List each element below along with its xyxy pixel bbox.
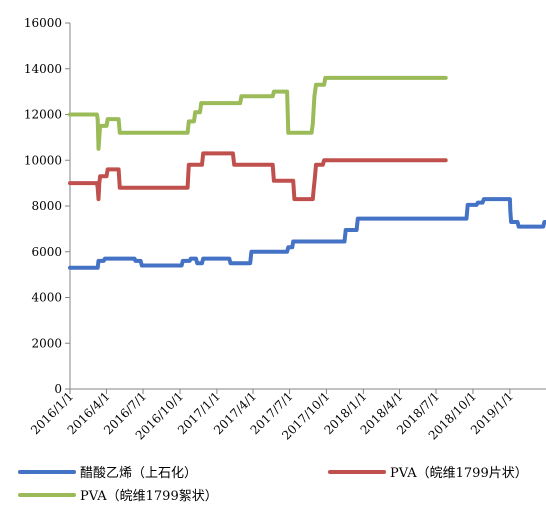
legend-label-pva-floc: PVA（皖维1799絮状） bbox=[80, 489, 218, 504]
y-tick-label: 6000 bbox=[31, 245, 62, 259]
legend-item-pva-flake: PVA（皖维1799片状） bbox=[328, 462, 528, 481]
legend: 醋酸乙烯（上石化） PVA（皖维1799片状） PVA（皖维1799絮状） bbox=[0, 452, 546, 506]
series-lines bbox=[68, 75, 546, 270]
line-chart: 0200040006000800010000120001400016000201… bbox=[24, 16, 546, 443]
y-tick-label: 4000 bbox=[31, 291, 62, 305]
y-tick-label: 16000 bbox=[24, 16, 62, 30]
y-tick-label: 10000 bbox=[24, 153, 62, 167]
axes: 0200040006000800010000120001400016000201… bbox=[24, 16, 546, 443]
y-tick-label: 2000 bbox=[31, 336, 62, 350]
y-tick-label: 0 bbox=[54, 382, 62, 396]
legend-swatch-vae bbox=[18, 469, 76, 474]
legend-swatch-pva-flake bbox=[328, 469, 386, 474]
series-line-1 bbox=[68, 151, 448, 202]
series-line-0 bbox=[68, 197, 546, 270]
legend-item-vae: 醋酸乙烯（上石化） bbox=[18, 462, 197, 481]
legend-label-vae: 醋酸乙烯（上石化） bbox=[80, 466, 198, 481]
legend-item-pva-floc: PVA（皖维1799絮状） bbox=[18, 485, 218, 504]
series-line-2 bbox=[68, 75, 448, 151]
y-tick-label: 8000 bbox=[31, 199, 62, 213]
legend-label-pva-flake: PVA（皖维1799片状） bbox=[390, 466, 528, 481]
y-tick-label: 14000 bbox=[24, 62, 62, 76]
y-tick-label: 12000 bbox=[24, 108, 62, 122]
legend-swatch-pva-floc bbox=[18, 492, 76, 497]
